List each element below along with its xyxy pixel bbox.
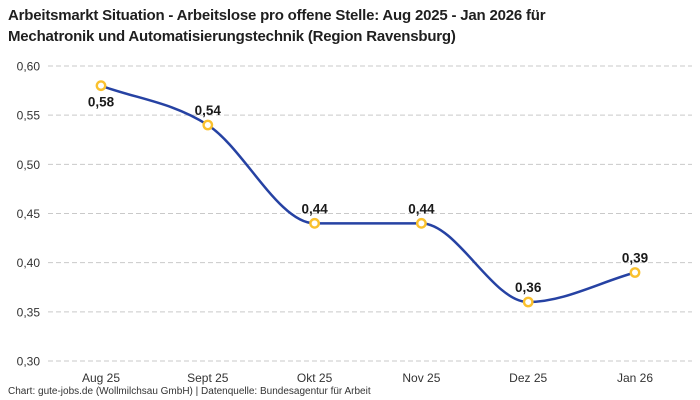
data-point-marker: [309, 217, 320, 229]
data-point-label: 0,44: [408, 201, 435, 216]
y-tick-label: 0,50: [17, 158, 41, 172]
data-point-label: 0,36: [515, 280, 542, 295]
data-point-marker: [95, 80, 107, 92]
chart-title: Arbeitsmarkt Situation - Arbeitslose pro…: [8, 5, 694, 47]
chart-source-footer: Chart: gute-jobs.de (Wollmilchsau GmbH) …: [8, 386, 371, 397]
x-tick-label: Aug 25: [82, 371, 120, 385]
x-tick-label: Jan 26: [617, 371, 653, 385]
y-tick-label: 0,40: [17, 256, 41, 270]
x-tick-label: Sept 25: [187, 371, 229, 385]
x-tick-label: Dez 25: [509, 371, 547, 385]
data-point-label: 0,44: [301, 201, 328, 216]
data-point-label: 0,58: [88, 95, 115, 110]
y-tick-label: 0,55: [17, 109, 41, 123]
data-point-marker: [202, 119, 214, 131]
data-point-marker: [629, 267, 641, 278]
y-tick-label: 0,45: [17, 207, 41, 221]
y-tick-label: 0,35: [17, 305, 41, 319]
y-tick-label: 0,60: [17, 60, 41, 74]
data-point-label: 0,39: [622, 251, 648, 266]
chart-title-line1: Arbeitsmarkt Situation - Arbeitslose pro…: [8, 7, 546, 24]
chart-title-line2: Mechatronik und Automatisierungstechnik …: [8, 28, 456, 45]
data-point-marker: [522, 296, 534, 308]
data-line: [99, 84, 637, 304]
y-tick-label: 0,30: [17, 355, 41, 369]
x-tick-label: Nov 25: [402, 371, 440, 385]
x-tick-label: Okt 25: [297, 371, 333, 385]
data-point-marker: [415, 217, 427, 229]
data-point-label: 0,54: [195, 103, 222, 118]
